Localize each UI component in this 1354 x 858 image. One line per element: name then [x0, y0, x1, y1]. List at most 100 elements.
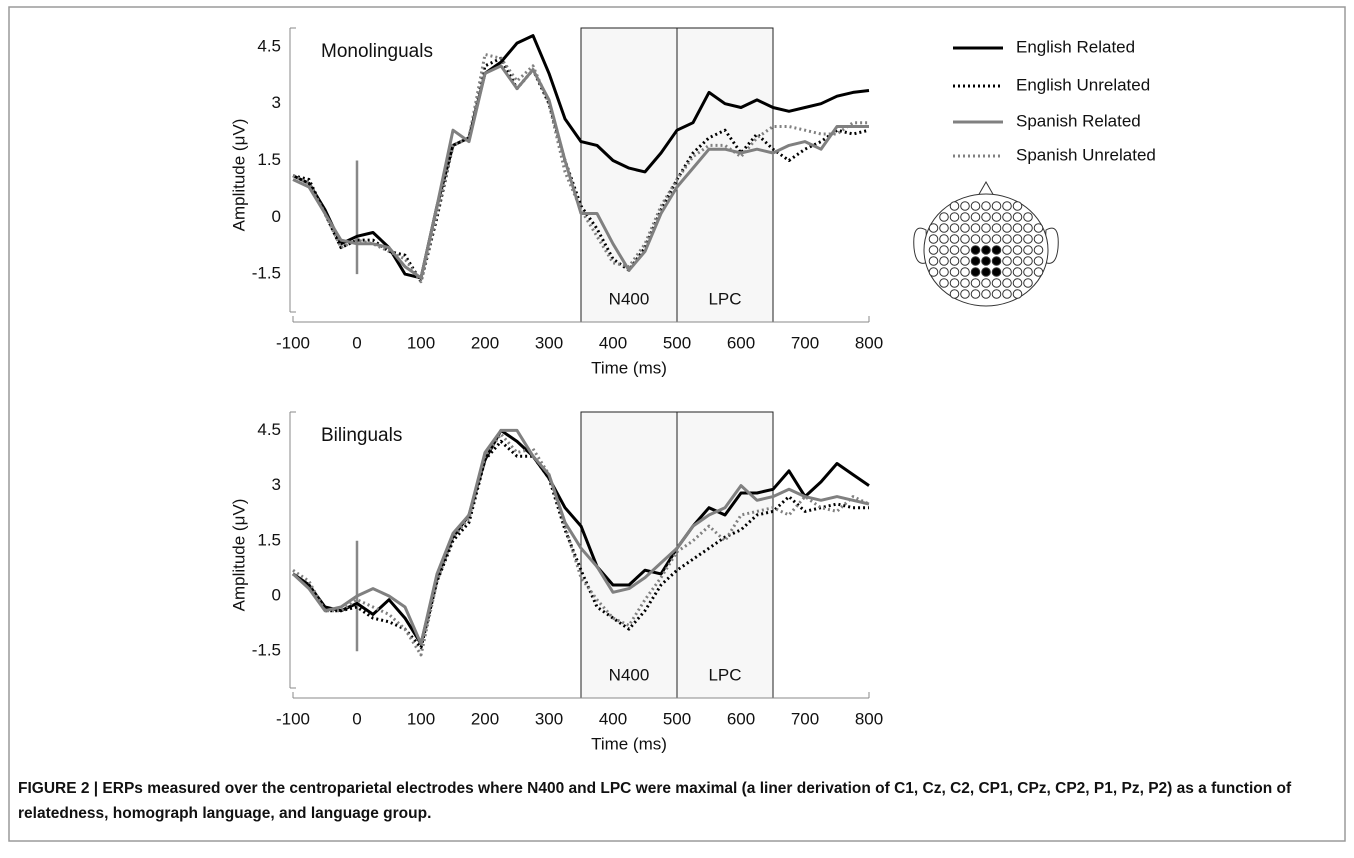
- electrode: [950, 279, 959, 288]
- electrode: [929, 224, 938, 233]
- x-tick-label: 0: [352, 709, 361, 728]
- x-tick-label: 500: [663, 709, 691, 728]
- electrode: [1034, 224, 1043, 233]
- electrode: [940, 279, 949, 288]
- electrode: [961, 213, 970, 222]
- electrode: [950, 202, 959, 211]
- electrode: [1034, 257, 1043, 266]
- electrode: [961, 224, 970, 233]
- electrode-active: [971, 257, 980, 266]
- electrode: [1034, 268, 1043, 277]
- electrode: [1003, 224, 1012, 233]
- electrode-active: [982, 246, 991, 255]
- x-tick-label: 400: [599, 709, 627, 728]
- x-tick-label: 800: [855, 333, 883, 352]
- x-tick-label: -100: [276, 709, 310, 728]
- electrode-active: [992, 246, 1001, 255]
- legend-label: English Unrelated: [1016, 75, 1150, 94]
- x-tick-label: 600: [727, 709, 755, 728]
- y-tick-label: -1.5: [252, 641, 281, 660]
- electrode: [1013, 268, 1022, 277]
- x-tick-label: 500: [663, 333, 691, 352]
- electrode: [1013, 257, 1022, 266]
- x-tick-label: 200: [471, 333, 499, 352]
- electrode: [940, 257, 949, 266]
- electrode: [1024, 235, 1033, 244]
- y-tick-label: 0: [272, 207, 281, 226]
- window-label: LPC: [708, 665, 741, 684]
- electrode: [1003, 279, 1012, 288]
- x-tick-label: 100: [407, 709, 435, 728]
- electrode: [971, 213, 980, 222]
- panel-title: Monolinguals: [321, 41, 433, 62]
- time-window: [677, 412, 773, 698]
- electrode: [992, 235, 1001, 244]
- y-tick-label: 4.5: [257, 36, 281, 55]
- electrode: [992, 224, 1001, 233]
- electrode: [929, 268, 938, 277]
- electrode: [1003, 213, 1012, 222]
- x-tick-label: 200: [471, 709, 499, 728]
- electrode: [971, 290, 980, 299]
- electrode-active: [971, 268, 980, 277]
- electrode: [940, 268, 949, 277]
- y-tick-label: 3: [272, 475, 281, 494]
- electrode: [1003, 257, 1012, 266]
- x-axis-label: Time (ms): [591, 358, 667, 377]
- electrode: [950, 290, 959, 299]
- x-tick-label: 700: [791, 333, 819, 352]
- electrode-active: [971, 246, 980, 255]
- electrode: [971, 224, 980, 233]
- electrode: [950, 268, 959, 277]
- electrode: [961, 290, 970, 299]
- electrode: [982, 213, 991, 222]
- electrode: [971, 235, 980, 244]
- electrode: [1013, 290, 1022, 299]
- electrode: [1013, 224, 1022, 233]
- electrode: [992, 213, 1001, 222]
- electrode: [929, 257, 938, 266]
- panel-title: Bilinguals: [321, 425, 402, 446]
- electrode: [1034, 246, 1043, 255]
- electrode: [982, 224, 991, 233]
- x-axis-label: Time (ms): [591, 734, 667, 753]
- legend-label: Spanish Related: [1016, 111, 1141, 130]
- x-tick-label: 400: [599, 333, 627, 352]
- y-axis-label: Amplitude (μV): [229, 499, 248, 612]
- electrode: [961, 279, 970, 288]
- electrode-active: [982, 257, 991, 266]
- electrode: [992, 279, 1001, 288]
- chart: N400LPC4.531.50-1.5-10001002003004005006…: [0, 0, 1354, 858]
- electrode-active: [992, 257, 1001, 266]
- time-window: [581, 412, 677, 698]
- electrode: [940, 224, 949, 233]
- electrode: [971, 279, 980, 288]
- electrode: [992, 290, 1001, 299]
- electrode: [1024, 246, 1033, 255]
- x-tick-label: 0: [352, 333, 361, 352]
- electrode: [1024, 257, 1033, 266]
- window-label: N400: [609, 289, 650, 308]
- electrode: [1024, 268, 1033, 277]
- electrode-active: [982, 268, 991, 277]
- electrode: [1003, 290, 1012, 299]
- y-tick-label: 0: [272, 585, 281, 604]
- electrode: [982, 235, 991, 244]
- y-axis-label: Amplitude (μV): [229, 119, 248, 232]
- x-tick-label: 700: [791, 709, 819, 728]
- x-tick-label: 100: [407, 333, 435, 352]
- electrode: [950, 213, 959, 222]
- x-tick-label: 300: [535, 709, 563, 728]
- electrode: [992, 202, 1001, 211]
- electrode: [961, 268, 970, 277]
- electrode: [929, 235, 938, 244]
- caption: FIGURE 2 | ERPs measured over the centro…: [18, 776, 1336, 826]
- y-tick-label: 3: [272, 93, 281, 112]
- electrode: [982, 290, 991, 299]
- time-window: [677, 28, 773, 322]
- electrode: [971, 202, 980, 211]
- x-tick-label: -100: [276, 333, 310, 352]
- legend-label: Spanish Unrelated: [1016, 145, 1156, 164]
- x-tick-label: 800: [855, 709, 883, 728]
- time-window: [581, 28, 677, 322]
